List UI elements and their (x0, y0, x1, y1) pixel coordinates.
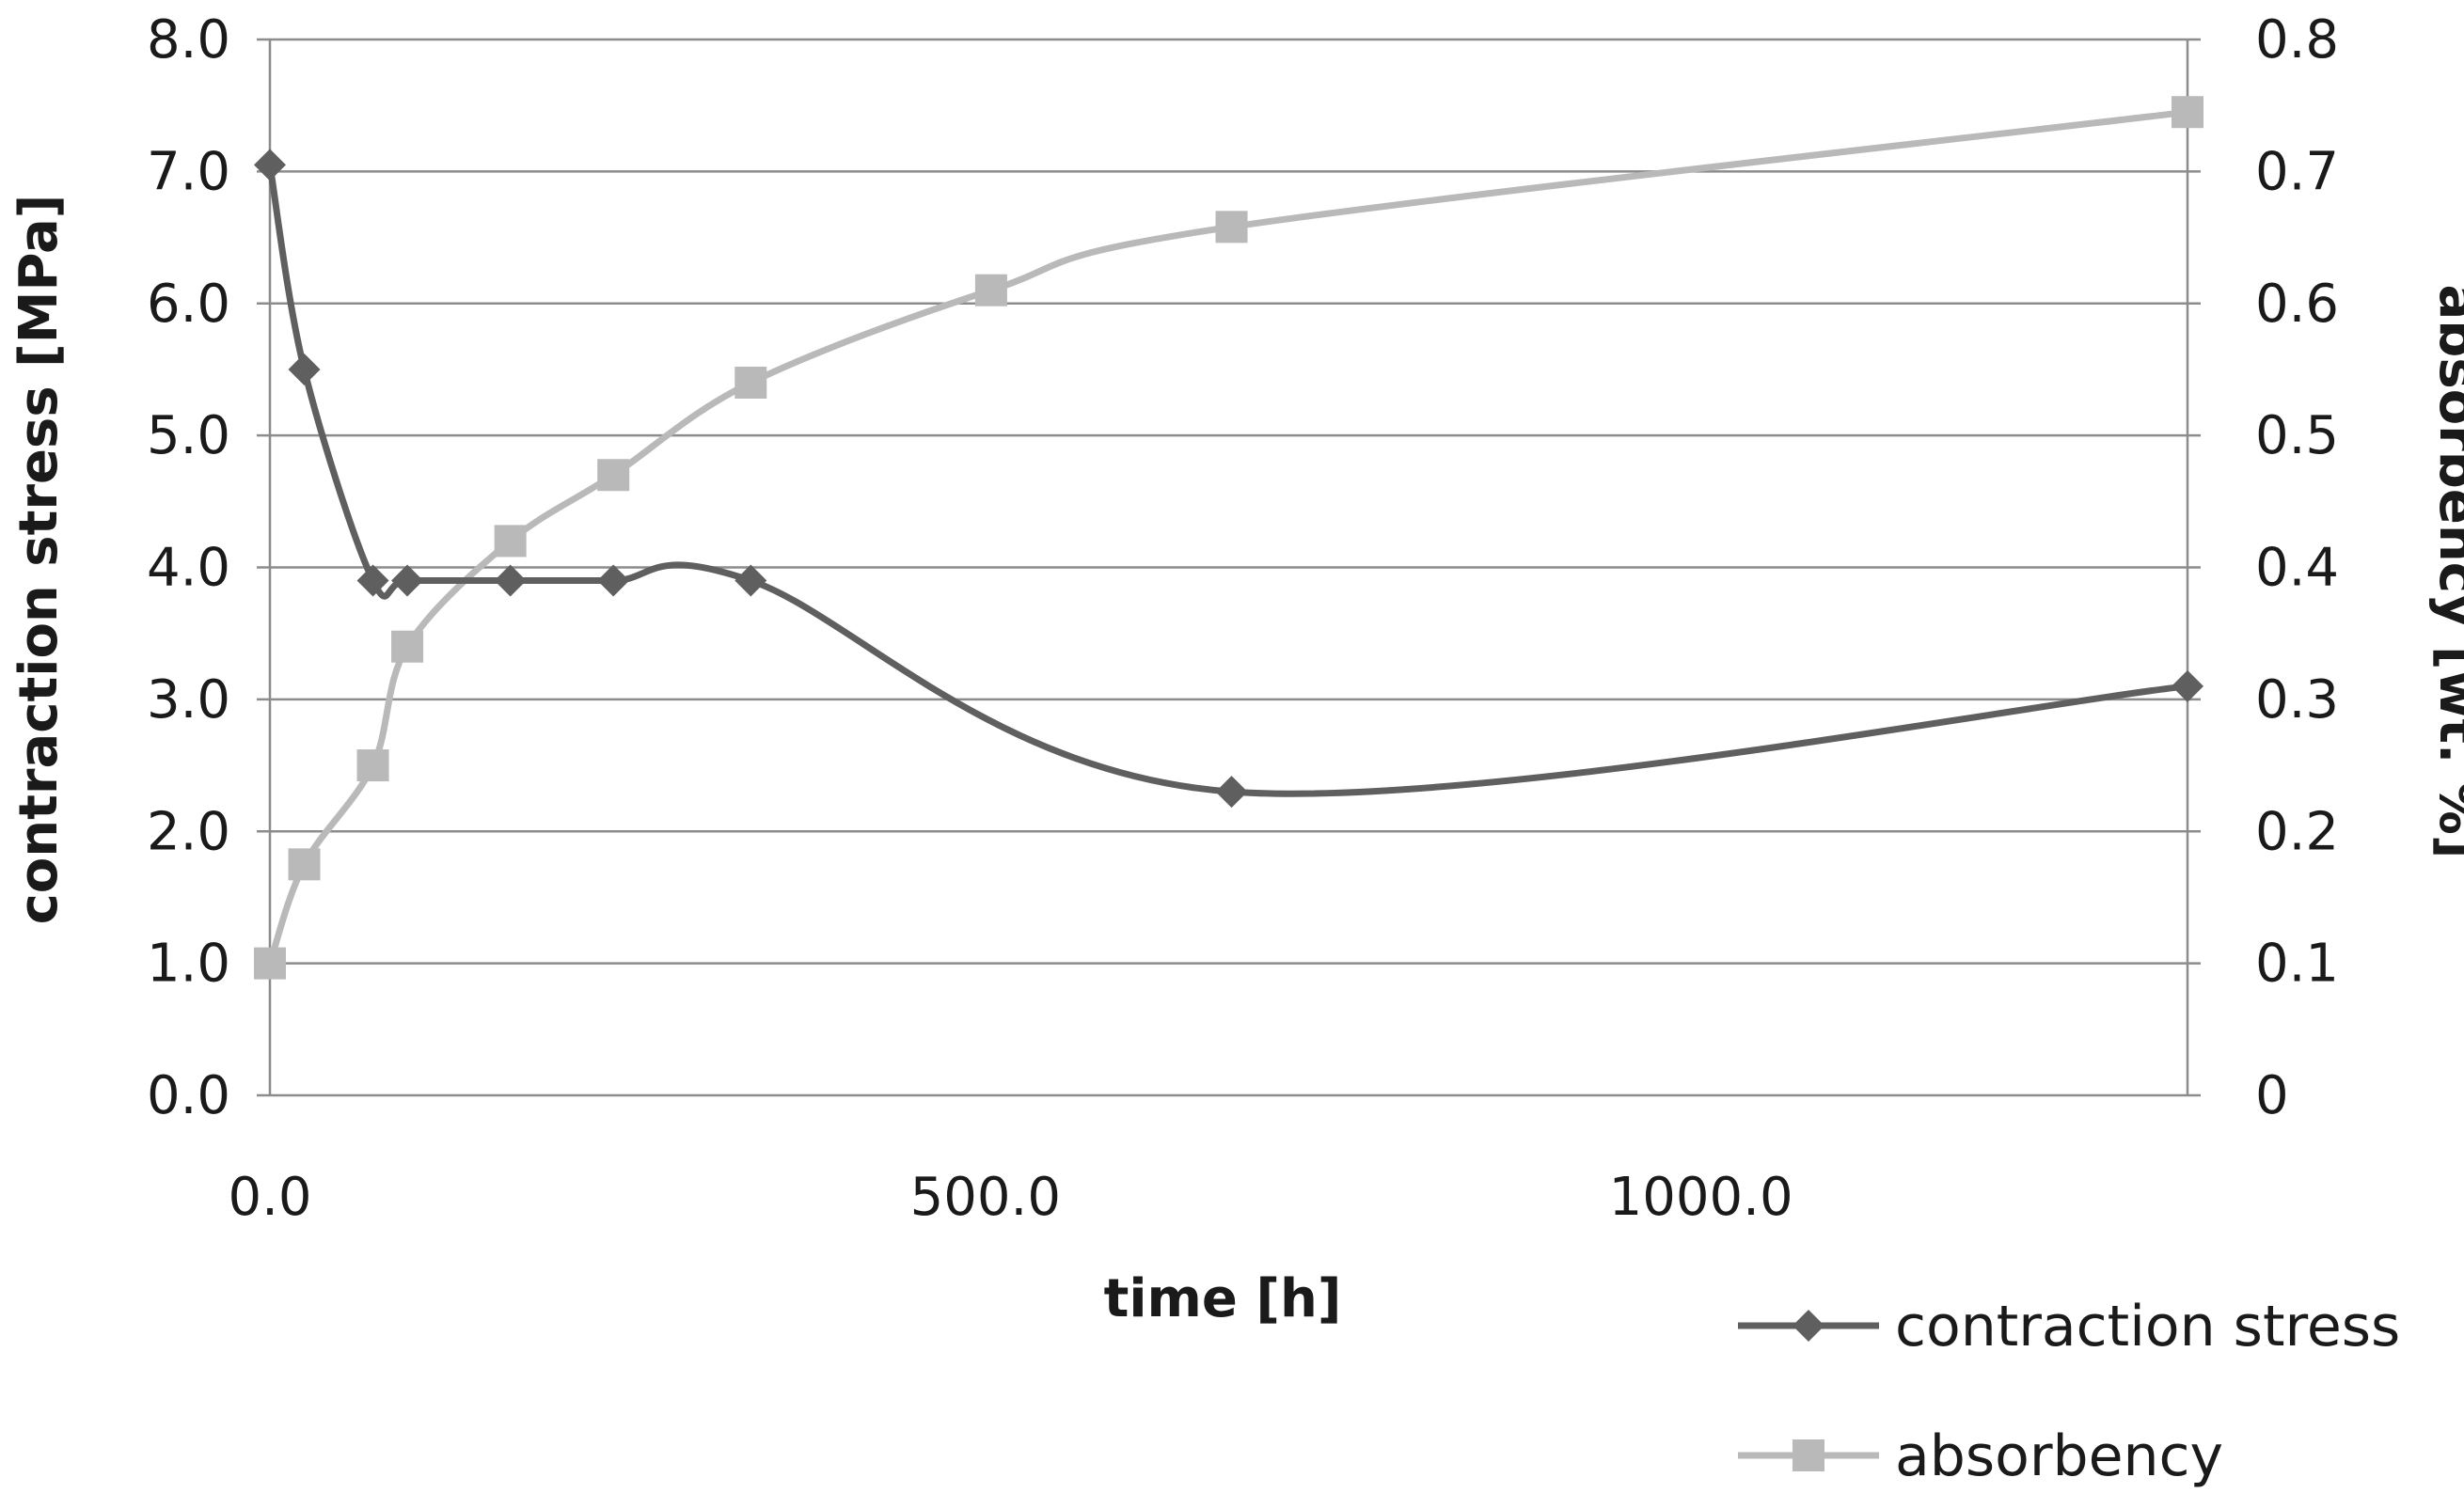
legend-marker (1793, 1310, 1824, 1342)
y-right-tick-label: 0 (2255, 1065, 2289, 1126)
legend-marker (1793, 1439, 1824, 1471)
y-right-tick-label: 0.6 (2255, 274, 2339, 335)
series-absorbency (254, 96, 2203, 980)
data-point-diamond (597, 564, 630, 597)
y-right-tick-label: 0.8 (2255, 9, 2339, 71)
data-point-diamond (494, 564, 527, 597)
y-left-tick-label: 0.0 (147, 1065, 230, 1126)
legend-label: absorbency (1895, 1423, 2223, 1489)
y-left-tick-label: 7.0 (147, 141, 230, 202)
y-left-tick-label: 1.0 (147, 934, 230, 995)
legend: contraction stress absorbency (1738, 1294, 2400, 1489)
data-point-square (734, 366, 767, 399)
y-right-tick-label: 0.7 (2255, 141, 2339, 202)
y-right-tick-label: 0.2 (2255, 801, 2339, 862)
legend-label: contraction stress (1895, 1294, 2400, 1360)
y-left-tick-label: 6.0 (147, 274, 230, 335)
y-left-tick-label: 5.0 (147, 405, 230, 466)
x-axis-title: time [h] (1104, 1268, 1342, 1329)
legend-item: contraction stress (1738, 1294, 2400, 1360)
legend-item: absorbency (1738, 1423, 2223, 1489)
y-right-tick-label: 0.1 (2255, 934, 2339, 995)
series-contraction-stress (254, 149, 2203, 809)
data-point-square (288, 848, 321, 881)
y-right-tick-label: 0.3 (2255, 669, 2339, 731)
data-point-square (254, 947, 286, 980)
data-point-square (2172, 96, 2203, 129)
y-left-tick-label: 2.0 (147, 801, 230, 862)
data-point-square (1215, 211, 1248, 244)
data-point-square (494, 525, 527, 558)
data-point-diamond (734, 564, 767, 597)
data-point-diamond (356, 564, 389, 597)
data-point-diamond (288, 353, 321, 385)
series-layer (254, 96, 2203, 980)
y-right-tick-label: 0.4 (2255, 538, 2339, 599)
x-tick-label: 1000.0 (1609, 1167, 1793, 1228)
x-tick-label: 0.0 (228, 1167, 311, 1228)
data-point-diamond (391, 564, 424, 597)
y-left-tick-label: 4.0 (147, 538, 230, 599)
y-left-tick-label: 8.0 (147, 9, 230, 71)
y-right-tick-label: 0.5 (2255, 405, 2339, 466)
y-left-tick-label: 3.0 (147, 669, 230, 731)
data-point-square (974, 274, 1007, 307)
data-point-square (597, 459, 630, 492)
tick-labels: 0.0 0 1.0 0.1 2.0 0.2 3.0 0.3 4.0 0.4 5.0 0.5 6.0 0.6… (147, 9, 2339, 1228)
data-point-diamond (1215, 776, 1248, 809)
grid-lines (270, 38, 2188, 1097)
data-point-diamond (2172, 669, 2203, 702)
y-axis-left-title: contraction stress [MPa] (8, 195, 70, 925)
y-axis-right-title: absorbency [wt. %] (2427, 285, 2464, 859)
data-point-diamond (254, 149, 286, 181)
data-point-square (356, 749, 389, 782)
x-tick-label: 500.0 (910, 1167, 1061, 1228)
data-point-square (391, 630, 424, 663)
